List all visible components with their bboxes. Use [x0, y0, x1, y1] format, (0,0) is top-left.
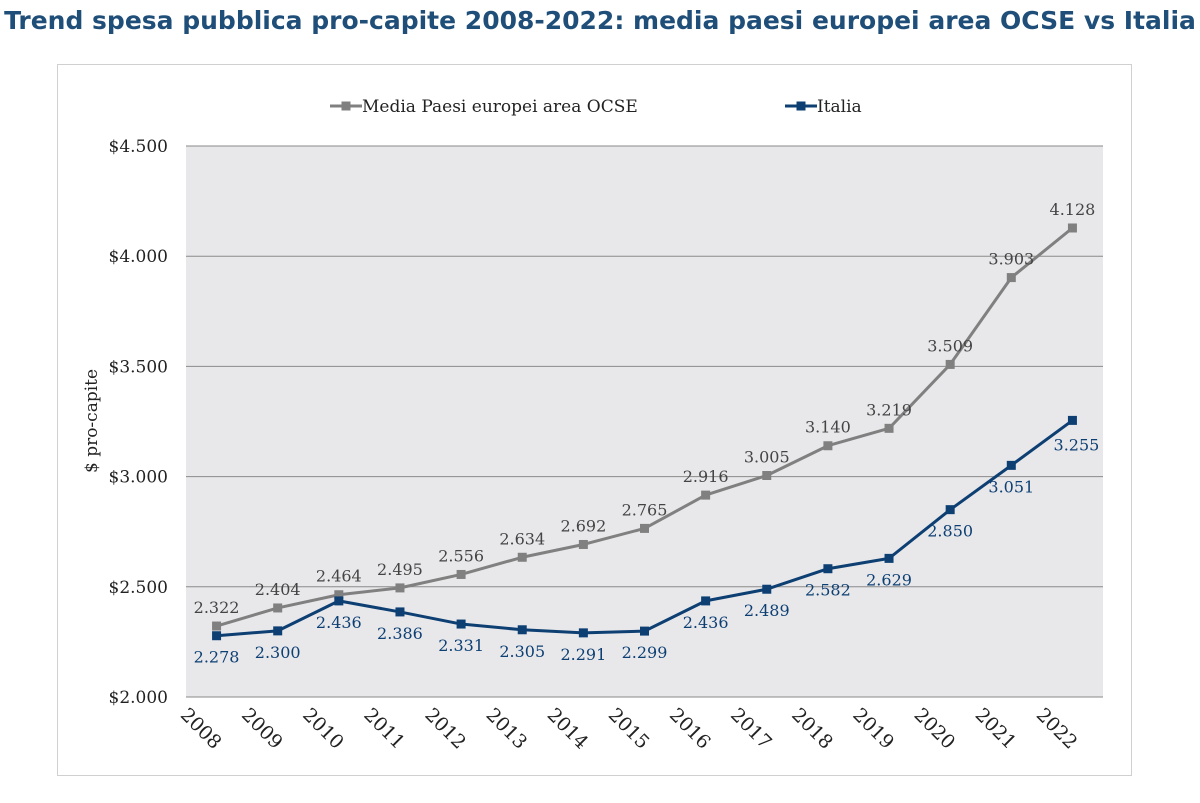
x-tick-label: 2018	[787, 704, 837, 754]
x-tick-label: 2014	[543, 704, 593, 754]
data-point	[456, 569, 466, 579]
data-label: 3.255	[1054, 435, 1100, 454]
data-label: 2.692	[560, 516, 606, 535]
data-label: 2.331	[438, 636, 484, 655]
data-label: 2.305	[499, 642, 545, 661]
data-label: 3.509	[927, 336, 973, 355]
data-point	[1006, 460, 1016, 470]
y-tick-label: $4.000	[109, 247, 168, 267]
series-group: 2.322 2.404 2.464 2.495 2.556 2.634 2.692 2.765…	[194, 200, 1100, 667]
grid-lines	[186, 145, 1103, 698]
legend-item: Media Paesi europei area OCSE	[330, 97, 638, 117]
data-label: 4.128	[1050, 200, 1096, 219]
data-point	[823, 564, 833, 574]
data-point	[212, 621, 222, 631]
x-tick-label: 2017	[726, 704, 776, 754]
data-label: 3.219	[866, 400, 912, 419]
data-point	[945, 359, 955, 369]
data-point	[273, 603, 283, 613]
data-point	[945, 505, 955, 515]
legend-item: Italia	[785, 97, 862, 117]
data-label: 2.291	[560, 645, 606, 664]
data-label: 2.464	[316, 567, 362, 586]
data-point	[1067, 223, 1077, 233]
data-point	[273, 626, 283, 636]
data-label: 2.278	[194, 648, 240, 667]
x-tick-label: 2011	[359, 704, 409, 754]
x-axis: 2008 2009 2010 2011 2012 2013 2014 2015 2016 2017…	[176, 704, 1082, 754]
x-tick-label: 2016	[665, 704, 715, 754]
legend: Media Paesi europei area OCSE Italia	[330, 97, 862, 117]
data-label: 3.903	[988, 250, 1034, 269]
series-1: 2.278 2.300 2.436 2.386 2.331 2.305 2.291 2.299…	[194, 415, 1100, 667]
data-point	[823, 441, 833, 451]
data-label: 2.436	[316, 613, 362, 632]
data-point	[517, 625, 527, 635]
data-label: 2.582	[805, 581, 851, 600]
data-point	[456, 619, 466, 629]
data-label: 2.489	[744, 601, 790, 620]
data-label: 2.556	[438, 546, 484, 565]
data-label: 3.051	[988, 477, 1034, 496]
x-tick-label: 2012	[420, 704, 470, 754]
x-tick-label: 2020	[910, 704, 960, 754]
legend-label: Media Paesi europei area OCSE	[362, 97, 638, 117]
data-point	[701, 490, 711, 500]
data-point	[578, 628, 588, 638]
y-tick-label: $4.500	[109, 137, 168, 157]
data-label: 2.634	[499, 529, 545, 548]
data-point	[762, 584, 772, 594]
data-label: 2.404	[255, 580, 301, 599]
x-tick-label: 2013	[482, 704, 532, 754]
y-tick-label: $2.500	[109, 578, 168, 598]
data-point	[334, 596, 344, 606]
x-tick-label: 2010	[298, 704, 348, 754]
data-label: 2.300	[255, 643, 301, 662]
data-point	[334, 590, 344, 600]
y-tick-label: $2.000	[109, 688, 168, 708]
data-label: 2.386	[377, 624, 423, 643]
data-label: 3.005	[744, 447, 790, 466]
legend-label: Italia	[817, 97, 862, 117]
y-tick-label: $3.500	[109, 357, 168, 377]
y-tick-label: $3.000	[109, 468, 168, 488]
data-label: 2.629	[866, 570, 912, 589]
data-label: 2.299	[622, 643, 668, 662]
data-point	[395, 583, 405, 593]
data-label: 2.916	[683, 467, 729, 486]
data-point	[762, 470, 772, 480]
data-point	[1067, 415, 1077, 425]
legend-marker	[341, 101, 351, 111]
series-0: 2.322 2.404 2.464 2.495 2.556 2.634 2.692 2.765…	[194, 200, 1096, 631]
x-tick-label: 2008	[176, 704, 226, 754]
x-tick-label: 2019	[848, 704, 898, 754]
data-label: 2.850	[927, 522, 973, 541]
x-tick-label: 2021	[971, 704, 1021, 754]
data-point	[640, 626, 649, 636]
x-tick-label: 2009	[237, 704, 287, 754]
data-label: 2.322	[194, 598, 240, 617]
data-label: 2.495	[377, 560, 423, 579]
data-point	[884, 423, 894, 433]
y-axis-label: $ pro-capite	[82, 369, 102, 473]
legend-marker	[796, 101, 806, 111]
x-tick-label: 2022	[1032, 704, 1082, 754]
data-label: 3.140	[805, 418, 851, 437]
data-point	[1006, 273, 1016, 283]
data-point	[701, 596, 711, 606]
data-label: 2.436	[683, 613, 729, 632]
data-point	[884, 553, 894, 563]
data-point	[212, 631, 222, 641]
data-point	[395, 607, 405, 617]
x-tick-label: 2015	[604, 704, 654, 754]
data-label: 2.765	[622, 500, 668, 519]
data-point	[517, 552, 527, 562]
chart-title: Trend spesa pubblica pro-capite 2008-202…	[4, 6, 1196, 35]
data-point	[640, 523, 649, 533]
y-axis: $2.000 $2.500 $3.000 $3.500 $4.000 $4.500	[109, 137, 168, 708]
data-point	[578, 539, 588, 549]
